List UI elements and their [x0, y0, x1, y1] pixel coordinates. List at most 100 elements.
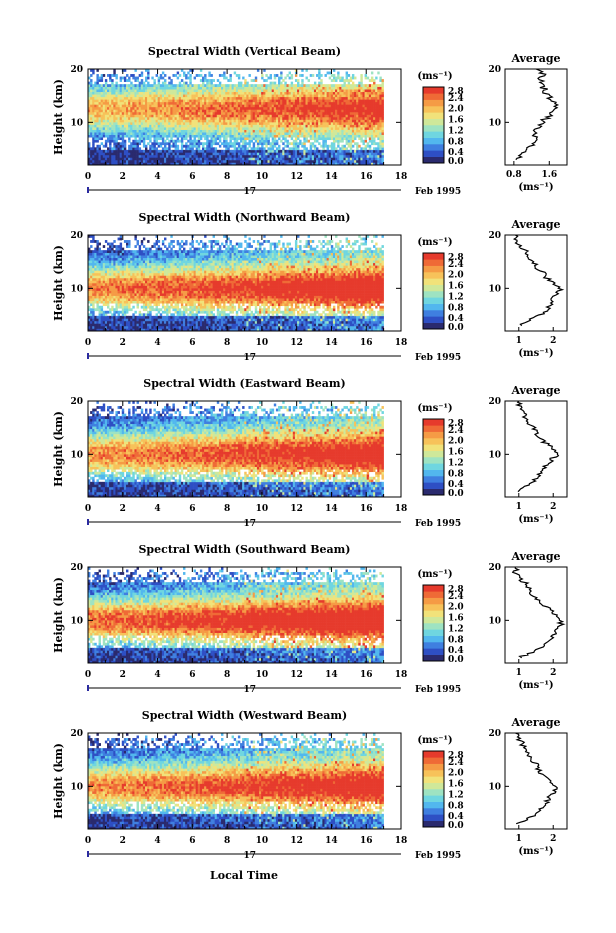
heatmap-cell	[375, 150, 377, 153]
heatmap-cell	[314, 132, 316, 135]
heatmap-cell	[105, 94, 107, 97]
heatmap-cell	[118, 152, 120, 155]
heatmap-cell	[183, 97, 185, 100]
heatmap-cell	[223, 112, 225, 115]
heatmap-cell	[105, 109, 107, 112]
heatmap-cell	[99, 268, 101, 271]
heatmap-cell	[297, 112, 299, 115]
heatmap-cell	[308, 125, 310, 128]
heatmap-cell	[343, 147, 345, 150]
heatmap-cell	[130, 104, 132, 107]
heatmap-cell	[318, 97, 320, 100]
heatmap-cell	[382, 92, 384, 95]
heatmap-cell	[105, 240, 107, 243]
heatmap-cell	[126, 150, 128, 153]
heatmap-cell	[187, 155, 189, 158]
heatmap-cell	[177, 140, 179, 143]
heatmap-cell	[365, 114, 367, 117]
heatmap-cell	[379, 132, 381, 135]
heatmap-cell	[105, 152, 107, 155]
heatmap-cell	[189, 127, 191, 130]
heatmap-cell	[312, 92, 314, 95]
heatmap-cell	[217, 137, 219, 140]
heatmap-cell	[103, 318, 105, 321]
heatmap-cell	[94, 323, 96, 326]
heatmap-cell	[202, 102, 204, 105]
heatmap-cell	[181, 147, 183, 150]
heatmap-cell	[143, 94, 145, 97]
heatmap-cell	[284, 117, 286, 120]
heatmap-cell	[375, 87, 377, 90]
heatmap-cell	[240, 94, 242, 97]
heatmap-cell	[113, 120, 115, 123]
heatmap-cell	[318, 160, 320, 163]
heatmap-cell	[278, 92, 280, 95]
heatmap-cell	[301, 150, 303, 153]
heatmap-cell	[113, 104, 115, 107]
heatmap-cell	[120, 104, 122, 107]
heatmap-cell	[204, 114, 206, 117]
heatmap-cell	[183, 155, 185, 158]
heatmap-cell	[346, 142, 348, 145]
heatmap-cell	[375, 117, 377, 120]
heatmap-cell	[322, 137, 324, 140]
heatmap-cell	[94, 102, 96, 105]
heatmap-cell	[379, 107, 381, 110]
heatmap-cell	[242, 142, 244, 145]
heatmap-cell	[96, 265, 98, 268]
heatmap-cell	[179, 104, 181, 107]
heatmap-cell	[259, 109, 261, 112]
heatmap-cell	[293, 150, 295, 153]
heatmap-cell	[354, 102, 356, 105]
heatmap-cell	[312, 74, 314, 77]
heatmap-cell	[371, 160, 373, 163]
heatmap-cell	[90, 82, 92, 85]
heatmap-cell	[132, 92, 134, 95]
heatmap-cell	[327, 102, 329, 105]
heatmap-cell	[215, 94, 217, 97]
heatmap-cell	[219, 117, 221, 120]
heatmap-cell	[363, 87, 365, 90]
heatmap-cell	[170, 120, 172, 123]
heatmap-cell	[181, 104, 183, 107]
heatmap-cell	[278, 137, 280, 140]
heatmap-cell	[253, 152, 255, 155]
heatmap-cell	[147, 109, 149, 112]
heatmap-cell	[299, 84, 301, 87]
heatmap-cell	[94, 291, 96, 294]
heatmap-cell	[132, 140, 134, 143]
heatmap-cell	[99, 120, 101, 123]
heatmap-cell	[284, 130, 286, 133]
heatmap-cell	[191, 92, 193, 95]
heatmap-cell	[227, 87, 229, 90]
heatmap-cell	[276, 157, 278, 160]
heatmap-cell	[356, 120, 358, 123]
heatmap-cell	[379, 137, 381, 140]
heatmap-cell	[92, 308, 94, 311]
heatmap-cell	[305, 84, 307, 87]
heatmap-cell	[156, 102, 158, 105]
heatmap-cell	[234, 127, 236, 130]
heatmap-cell	[187, 127, 189, 130]
heatmap-cell	[329, 150, 331, 153]
heatmap-cell	[158, 82, 160, 85]
heatmap-cell	[346, 130, 348, 133]
heatmap-cell	[354, 155, 356, 158]
heatmap-cell	[257, 155, 259, 158]
heatmap-cell	[147, 89, 149, 92]
heatmap-cell	[225, 132, 227, 135]
heatmap-cell	[196, 109, 198, 112]
heatmap-cell	[115, 94, 117, 97]
heatmap-cell	[229, 137, 231, 140]
heatmap-cell	[339, 94, 341, 97]
heatmap-cell	[354, 109, 356, 112]
heatmap-cell	[160, 150, 162, 153]
heatmap-cell	[223, 160, 225, 163]
heatmap-cell	[234, 112, 236, 115]
heatmap-cell	[103, 323, 105, 326]
heatmap-cell	[365, 140, 367, 143]
heatmap-cell	[175, 107, 177, 110]
heatmap-cell	[348, 150, 350, 153]
heatmap-cell	[303, 112, 305, 115]
heatmap-cell	[96, 260, 98, 263]
